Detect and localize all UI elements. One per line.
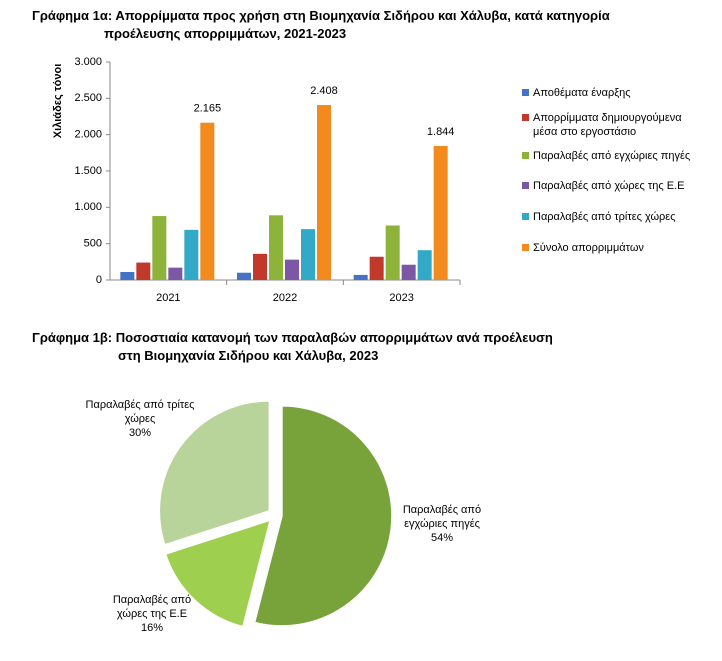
bar <box>253 253 267 280</box>
legend-item: Παραλαβές από χώρες της Ε.Ε <box>522 179 712 193</box>
bar <box>120 272 135 280</box>
bar <box>168 267 183 280</box>
y-axis-label: Χιλιάδες τόνοι <box>52 64 64 139</box>
bar <box>385 225 400 280</box>
legend-swatch <box>522 152 529 159</box>
legend-text: Παραλαβές από χώρες της Ε.Ε <box>533 180 685 192</box>
data-label: 2.165 <box>194 103 222 115</box>
pie-label: Παραλαβές από εγχώριες πηγές 54% <box>387 503 497 545</box>
bar <box>285 259 299 280</box>
legend-swatch <box>522 244 529 251</box>
bar <box>433 146 448 280</box>
x-tick-label: 2021 <box>156 292 180 304</box>
legend-item: Παραλαβές από εγχώριες πηγές <box>522 149 712 163</box>
pie-slice <box>158 400 271 546</box>
pie-label-name: Παραλαβές από τρίτες χώρες <box>85 399 195 425</box>
y-tick-label: 500 <box>84 238 102 250</box>
bar <box>417 250 432 280</box>
bar <box>237 272 251 280</box>
legend-swatch <box>522 213 529 220</box>
legend-item: Απορρίμματα δημιουργούμενα μέσα στο εργο… <box>522 111 712 139</box>
legend-swatch <box>522 89 529 96</box>
bar <box>152 216 167 280</box>
data-label: 2.408 <box>310 85 338 97</box>
x-tick-label: 2022 <box>273 292 297 304</box>
pie-label: Παραλαβές από τρίτες χώρες 30% <box>85 398 195 440</box>
legend-text: Παραλαβές από εγχώριες πηγές <box>533 150 691 162</box>
pie-slice <box>253 405 393 627</box>
bar <box>136 262 151 280</box>
legend-text: Απορρίμματα δημιουργούμενα μέσα στο εργο… <box>533 112 682 138</box>
chart-title: προέλευσης απορριμμάτων, 2021-2023 <box>104 26 347 41</box>
chart-title: Γράφημα 1β: Ποσοστιαία κατανομή των παρα… <box>32 330 553 345</box>
pie-label: Παραλαβές από χώρες της Ε.Ε 16% <box>97 593 207 635</box>
legend-item: Σύνολο απορριμμάτων <box>522 241 712 255</box>
pie-label-value: 30% <box>128 427 152 439</box>
legend-item: Παραλαβές από τρίτες χώρες <box>522 210 712 224</box>
bar <box>401 264 416 280</box>
chart-title: στη Βιομηχανία Σιδήρου και Χάλυβα, 2023 <box>118 348 379 363</box>
data-label: 1.844 <box>427 126 455 138</box>
chart-title: Γράφημα 1α: Απορρίμματα προς χρήση στη Β… <box>32 8 610 23</box>
y-tick-label: 3.000 <box>74 56 102 68</box>
pie-label-name: Παραλαβές από εγχώριες πηγές <box>402 504 482 530</box>
legend-text: Αποθέματα έναρξης <box>533 87 631 99</box>
bar <box>369 256 384 280</box>
y-tick-label: 1.500 <box>74 165 102 177</box>
legend-text: Παραλαβές από τρίτες χώρες <box>533 211 676 223</box>
bar <box>269 215 283 280</box>
bar <box>301 229 315 280</box>
bar <box>200 122 215 280</box>
legend-swatch <box>522 182 529 189</box>
pie-label-value: 54% <box>430 532 454 544</box>
bar <box>317 105 331 280</box>
pie-label-name: Παραλαβές από χώρες της Ε.Ε <box>112 594 192 620</box>
pie-slice <box>164 518 272 628</box>
legend-text: Σύνολο απορριμμάτων <box>533 242 644 254</box>
y-tick-label: 2.000 <box>74 129 102 141</box>
y-tick-label: 0 <box>96 274 102 286</box>
x-tick-label: 2023 <box>389 292 413 304</box>
y-tick-label: 2.500 <box>74 92 102 104</box>
bar <box>184 229 199 280</box>
legend-swatch <box>522 114 529 121</box>
y-tick-label: 1.000 <box>74 201 102 213</box>
pie-label-value: 16% <box>140 622 164 634</box>
bar <box>353 274 368 280</box>
legend-item: Αποθέματα έναρξης <box>522 86 712 100</box>
